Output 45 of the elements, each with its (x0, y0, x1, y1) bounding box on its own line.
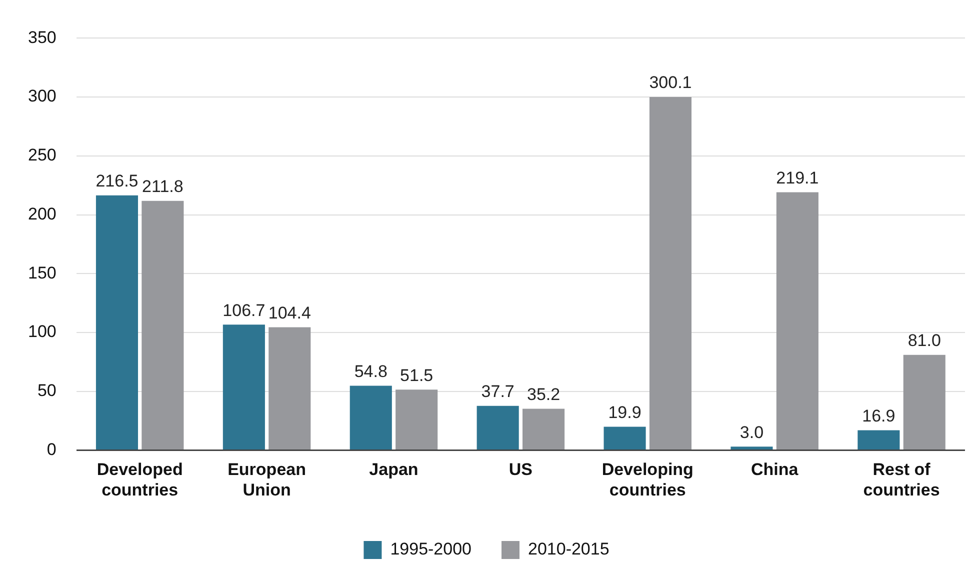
y-tick-label: 0 (46, 440, 56, 459)
bar (142, 200, 184, 450)
data-label: 300.1 (649, 73, 692, 92)
bar (903, 354, 946, 450)
x-tick-label: European Union (228, 460, 306, 500)
bar (776, 192, 818, 450)
data-label: 216.5 (96, 172, 138, 191)
data-label: 19.9 (608, 402, 642, 422)
x-tick-label: Japan (369, 460, 418, 480)
y-tick-label: 50 (37, 381, 56, 400)
data-label: 37.7 (481, 382, 514, 402)
y-tick-label: 300 (28, 86, 56, 106)
bar (396, 390, 438, 450)
x-tick-label: Developed countries (96, 460, 183, 500)
x-tick-label: China (750, 460, 799, 480)
data-label: 16.9 (862, 406, 896, 426)
x-tick-label: US (508, 460, 532, 480)
y-tick-label: 250 (28, 146, 56, 165)
bar (268, 327, 311, 450)
y-tick-label: 150 (28, 263, 56, 282)
bar (522, 408, 565, 450)
y-tick-label: 100 (28, 322, 56, 342)
data-label: 219.1 (776, 168, 819, 188)
bar (604, 426, 646, 450)
bar (96, 195, 138, 450)
y-tick-label: 350 (28, 28, 56, 47)
data-label: 106.7 (222, 300, 266, 320)
data-label: 51.5 (400, 366, 434, 385)
bar (222, 324, 265, 450)
data-label: 81.0 (908, 331, 941, 350)
data-label: 35.2 (526, 384, 560, 404)
data-label: 3.0 (740, 422, 764, 442)
legend-label: 1995-2000 (390, 540, 472, 559)
bar (649, 96, 692, 450)
bar (350, 386, 392, 450)
data-label: 54.8 (354, 362, 388, 381)
legend-label: 2010-2015 (528, 540, 610, 559)
data-label: 104.4 (268, 303, 311, 322)
x-tick-label: Rest of countries (863, 460, 940, 500)
y-tick-label: 200 (28, 204, 56, 224)
x-tick-label: Developing countries (602, 460, 694, 500)
bar (858, 430, 900, 450)
bar (476, 406, 519, 450)
bar (730, 446, 773, 450)
data-label: 211.8 (142, 177, 184, 196)
